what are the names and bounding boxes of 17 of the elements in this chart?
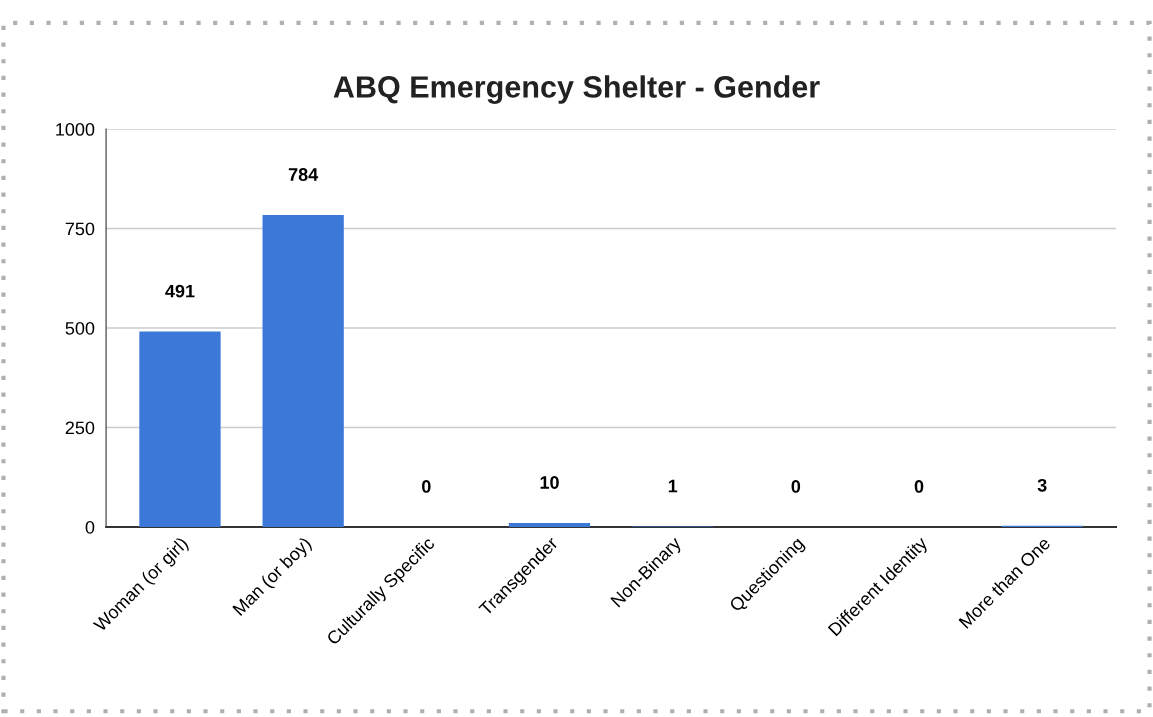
y-tick-label: 250 xyxy=(65,421,95,435)
data-label: 3 xyxy=(1037,478,1047,492)
bar xyxy=(262,215,344,527)
y-tick-label: 0 xyxy=(85,520,95,534)
data-label: 0 xyxy=(914,480,924,493)
data-label: 491 xyxy=(165,284,195,298)
chart-title: ABQ Emergency Shelter - Gender xyxy=(333,75,820,104)
y-tick-label: 500 xyxy=(65,321,95,335)
data-label: 784 xyxy=(288,168,319,181)
bar xyxy=(508,523,591,527)
data-label: 0 xyxy=(422,480,431,493)
data-label: 10 xyxy=(540,476,559,489)
bar xyxy=(139,331,221,527)
data-label: 0 xyxy=(791,480,801,493)
y-tick-label: 750 xyxy=(65,222,95,236)
y-tick-label: 1000 xyxy=(56,122,95,136)
data-label: 1 xyxy=(668,479,678,493)
